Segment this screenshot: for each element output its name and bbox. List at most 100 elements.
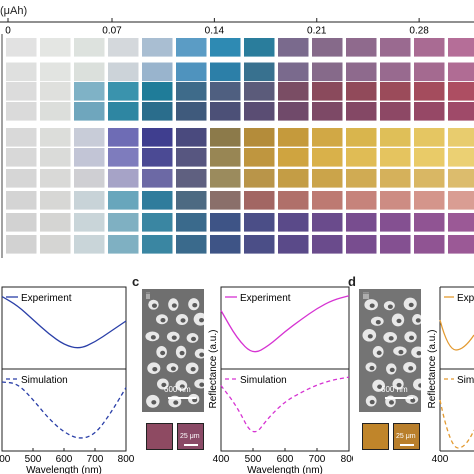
color-grid-cell (142, 38, 173, 57)
color-grid-cell (448, 38, 474, 57)
sem-image-d: iii 600 nm (359, 289, 421, 412)
color-grid-cell (244, 235, 275, 254)
color-grid-cell (40, 213, 71, 232)
color-grid-cell (210, 191, 241, 210)
color-grid-cell (108, 82, 139, 101)
color-grid-cell (346, 235, 377, 254)
color-grid-cell (346, 148, 377, 167)
color-grid-cell (244, 82, 275, 101)
color-grid-cell (40, 128, 71, 147)
nanodisk-shadow (160, 318, 166, 323)
nanodisk-shadow (171, 335, 177, 340)
color-grid-cell (40, 148, 71, 167)
x-tick-label: 800 (341, 454, 353, 465)
color-grid-cell (244, 213, 275, 232)
color-grid-cell (108, 128, 139, 147)
nanodisk-shadow (377, 384, 383, 389)
x-axis-label: Wavelength (nm) (26, 465, 102, 474)
color-grid-cell (176, 102, 207, 121)
color-grid-cell (380, 191, 411, 210)
color-grid-cell (380, 213, 411, 232)
color-grid-cell (414, 191, 445, 210)
color-grid-cell (74, 148, 105, 167)
color-grid-cell (414, 62, 445, 82)
panel-b-plots: Experiment Simulation 400 500 600 700 800 Wavel… (0, 286, 135, 474)
nanodisk-shadow (173, 400, 179, 405)
nanodisk-shadow (389, 367, 395, 373)
color-grid-cell (278, 82, 309, 101)
color-grid-cell (6, 235, 37, 254)
legend-experiment: Expe (457, 293, 474, 304)
color-grid-cell (40, 62, 71, 82)
color-grid-cell (346, 169, 377, 188)
x-tick-label: 800 (118, 454, 135, 465)
color-grid-cell (6, 38, 37, 57)
nanodisk-shadow (151, 303, 157, 308)
simulation-curve (220, 376, 350, 433)
nanodisk-shadow (367, 334, 373, 339)
color-grid-cell (346, 102, 377, 121)
color-grid-cell (108, 62, 139, 82)
color-grid-cell (346, 213, 377, 232)
color-grid-cell (312, 128, 343, 147)
experiment-curve (1, 295, 127, 349)
color-grid-cell (74, 235, 105, 254)
scale-bar-label: 600 nm (164, 385, 191, 394)
x-tick-label: 400 (432, 454, 449, 465)
nanodisk-shadow (150, 335, 156, 340)
y-axis-label: Reflectance (a.u.) (427, 330, 438, 409)
color-grid-cell (74, 82, 105, 101)
color-grid-cell (244, 38, 275, 57)
experiment-curve (439, 319, 474, 351)
color-grid-cell (210, 169, 241, 188)
color-grid-cell (40, 191, 71, 210)
color-grid-cell (278, 191, 309, 210)
color-grid-cell (176, 82, 207, 101)
color-grid-cell (142, 82, 173, 101)
color-grid-cell (142, 191, 173, 210)
color-grid-cell (380, 148, 411, 167)
color-grid-cell (278, 213, 309, 232)
color-grid-cell (312, 38, 343, 57)
nanodisk-shadow (191, 336, 197, 342)
x-tick-label: 700 (87, 454, 104, 465)
color-grid-cell (380, 38, 411, 57)
color-grid-cell (210, 38, 241, 57)
panel-c-letter: c (132, 274, 140, 289)
nanodisk-shadow (396, 382, 402, 388)
nanodisk-shadow (171, 303, 177, 308)
color-grid-cell (176, 128, 207, 147)
legend-experiment: Experiment (240, 293, 291, 304)
x-tick-label: 600 (277, 454, 294, 465)
color-grid-cell (142, 169, 173, 188)
color-grid-cell (74, 213, 105, 232)
color-grid-cell (414, 148, 445, 167)
nanodisk (193, 312, 204, 326)
simulation-curve (439, 399, 474, 449)
color-grid-cell (448, 102, 474, 121)
x-tick-label: 400 (213, 454, 230, 465)
legend-experiment: Experiment (21, 293, 72, 304)
nanodisk-shadow (409, 335, 415, 341)
color-grid-cell (142, 235, 173, 254)
axis-unit-label: (μAh) (0, 5, 28, 17)
top-axis-tick-label: 0.21 (307, 25, 327, 36)
nanodisk-shadow (179, 350, 185, 356)
nanodisk-shadow (387, 304, 393, 309)
color-grid-cell (448, 82, 474, 101)
color-grid-cell (210, 62, 241, 82)
nanodisk-shadow (396, 318, 402, 324)
color-grid-cell (40, 82, 71, 101)
color-grid-cell (346, 62, 377, 82)
nanodisk-shadow (160, 350, 166, 356)
color-grid-cell (74, 102, 105, 121)
x-tick-label: 700 (309, 454, 326, 465)
scale-bar (385, 397, 413, 399)
color-grid-cell (448, 62, 474, 82)
color-grid-cell (244, 148, 275, 167)
nanodisk-shadow (375, 320, 381, 325)
color-grid-cell (312, 169, 343, 188)
color-grid-cell (380, 169, 411, 188)
color-grid-cell (142, 102, 173, 121)
nanodisk-shadow (192, 303, 198, 308)
